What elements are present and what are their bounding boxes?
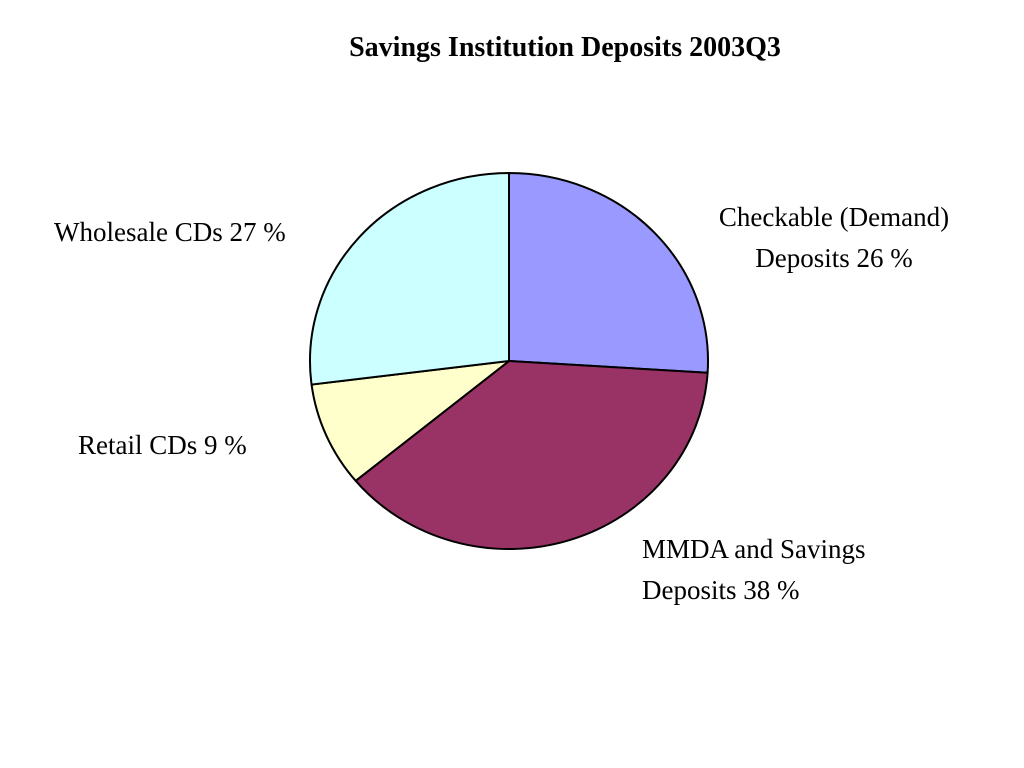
slice-label-line: Deposits 38 %: [642, 575, 800, 605]
slice-label-line: Checkable (Demand): [718, 202, 950, 232]
slice-label-line: Retail CDs 9 %: [78, 430, 247, 460]
slice-label-checkable-deposits: Checkable (Demand) Deposits 26 %: [686, 197, 982, 279]
slice-label-line: MMDA and Savings: [642, 534, 866, 564]
pie-slices: [309, 172, 710, 551]
slice-label-retail-cds: Retail CDs 9 %: [78, 425, 247, 466]
chart-title: Savings Institution Deposits 2003Q3: [349, 32, 781, 63]
pie-slice-mmda-and-savings-deposits: [354, 360, 709, 551]
slice-label-line: Wholesale CDs 27 %: [54, 217, 286, 247]
pie-slice-retail-cds: [310, 360, 510, 482]
pie-slice-wholesale-cds: [309, 172, 510, 386]
slice-label-mmda-savings: MMDA and Savings Deposits 38 %: [642, 529, 866, 611]
slice-label-wholesale-cds: Wholesale CDs 27 %: [54, 212, 286, 253]
pie-slice-checkable-demand-deposits: [508, 172, 710, 374]
slice-label-line: Deposits 26 %: [755, 243, 913, 273]
